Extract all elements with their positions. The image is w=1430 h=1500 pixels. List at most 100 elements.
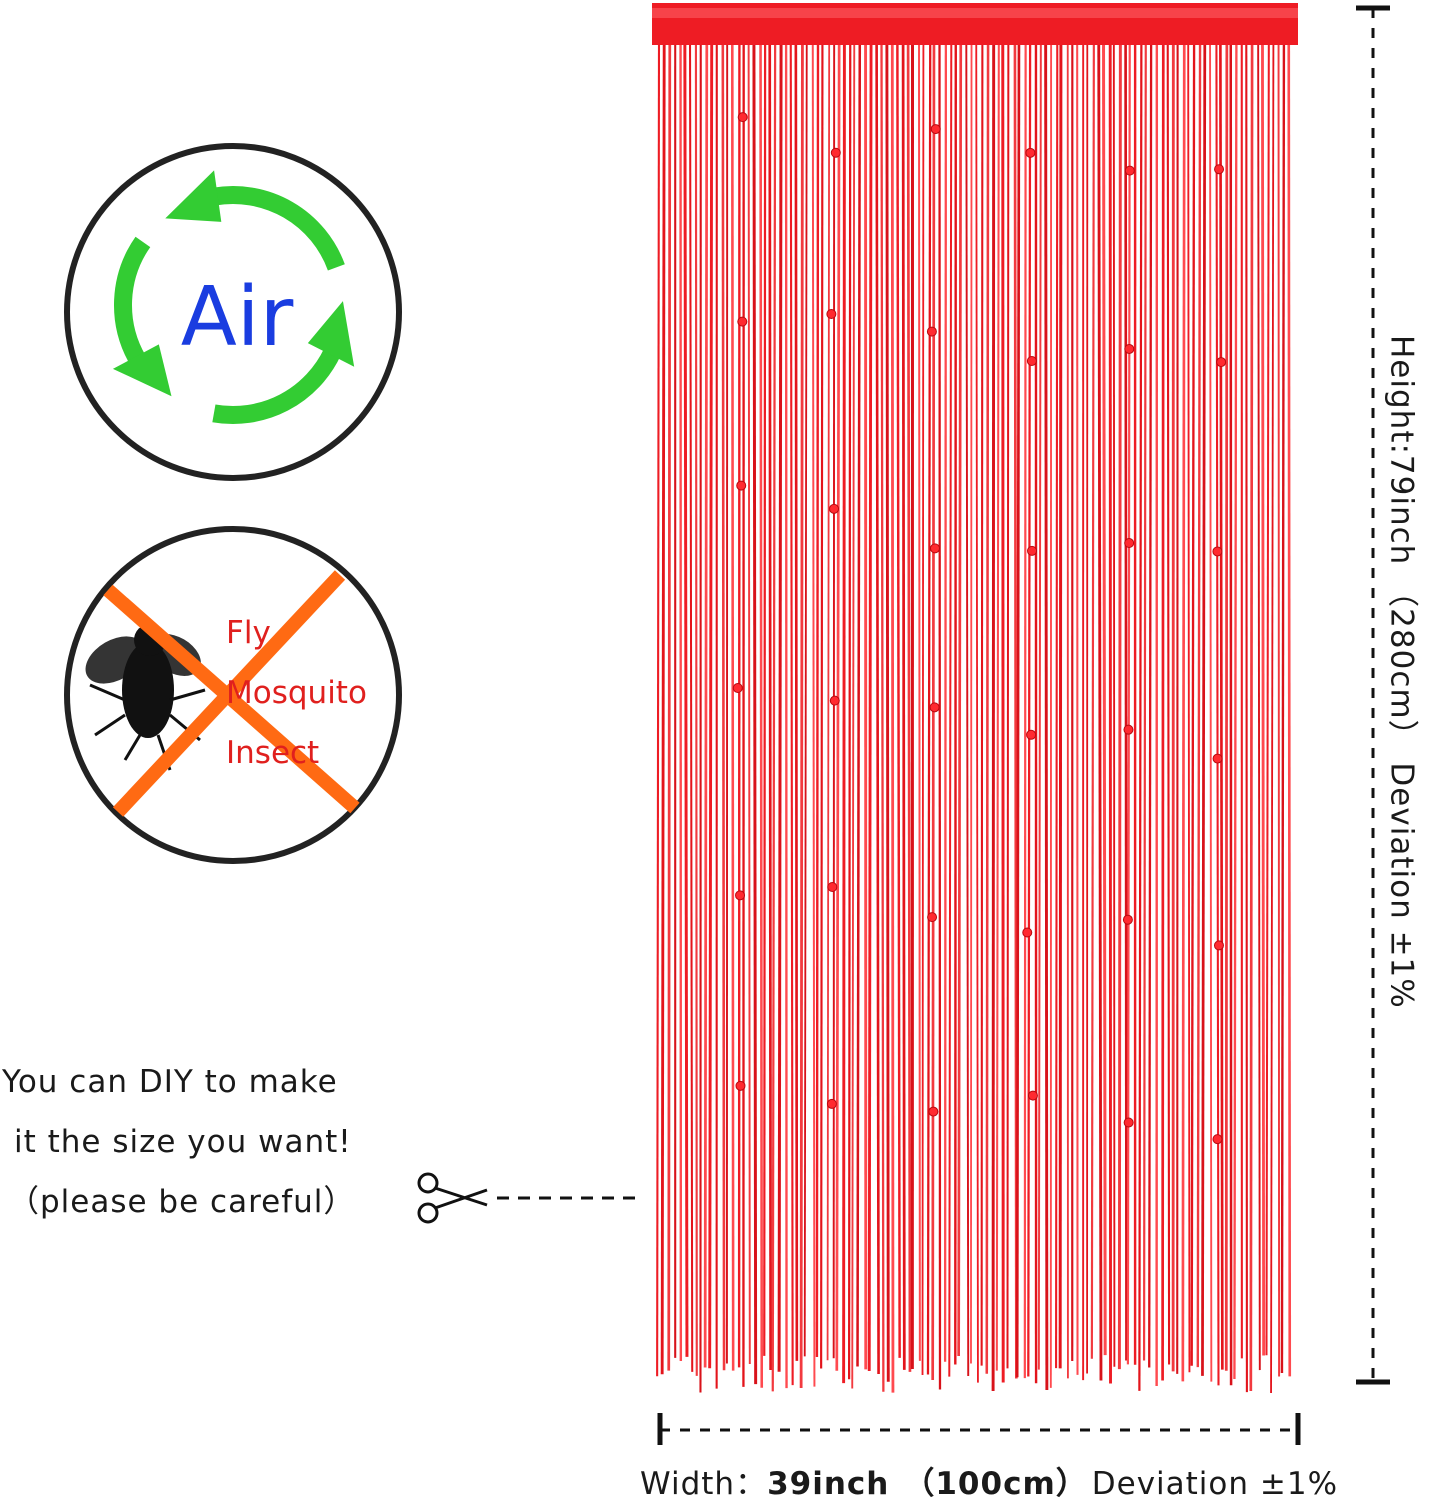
curtain-string bbox=[1126, 44, 1131, 1365]
curtain-string bbox=[995, 44, 1000, 1371]
curtain-bead bbox=[736, 480, 747, 491]
curtain-bead bbox=[1212, 753, 1223, 764]
curtain-string bbox=[1209, 44, 1213, 1382]
curtain-string bbox=[1161, 44, 1165, 1381]
curtain-string bbox=[1219, 44, 1225, 1370]
curtain-bead bbox=[737, 316, 748, 327]
curtain-string bbox=[867, 44, 873, 1372]
curtain-string bbox=[980, 44, 984, 1366]
curtain-string bbox=[1137, 44, 1143, 1391]
curtain-string bbox=[975, 44, 980, 1383]
arrow-arc bbox=[212, 347, 341, 424]
curtain-bead bbox=[1216, 357, 1227, 368]
curtain-bead bbox=[1124, 343, 1135, 354]
curtain-string bbox=[1287, 44, 1292, 1377]
curtain-string bbox=[1261, 44, 1266, 1356]
curtain-string bbox=[901, 44, 906, 1370]
curtain-bead bbox=[1124, 538, 1135, 549]
curtain-string bbox=[811, 44, 816, 1387]
curtain-bead bbox=[1123, 1117, 1134, 1128]
curtain-string bbox=[1117, 44, 1122, 1370]
curtain-string bbox=[1023, 44, 1027, 1379]
curtain-bead bbox=[1122, 914, 1133, 925]
curtain-string bbox=[847, 44, 852, 1380]
curtain-bead bbox=[735, 1080, 746, 1091]
curtain-string bbox=[956, 44, 963, 1357]
curtain-string bbox=[703, 44, 709, 1368]
curtain-bead bbox=[829, 503, 840, 514]
curtain-string bbox=[1001, 44, 1005, 1383]
curtain-string bbox=[850, 44, 856, 1389]
curtain-string bbox=[759, 44, 764, 1388]
curtain-bead bbox=[1026, 356, 1037, 367]
curtain-string bbox=[762, 44, 767, 1356]
curtain-string bbox=[921, 44, 925, 1376]
curtain-string bbox=[931, 44, 936, 1380]
curtain-bead bbox=[1022, 927, 1033, 938]
curtain-bead bbox=[1123, 724, 1134, 735]
curtain-string bbox=[1277, 44, 1281, 1377]
width-inches: 39inch bbox=[767, 1466, 889, 1500]
curtain-string bbox=[799, 44, 804, 1389]
height-label: Height:79inch （280cm） Deviation ±1% bbox=[1384, 335, 1420, 1009]
arrow-head bbox=[307, 301, 355, 367]
curtain-string bbox=[789, 44, 795, 1386]
curtain-string bbox=[1015, 44, 1021, 1378]
curtain-string bbox=[1215, 44, 1220, 1386]
curtain-strings bbox=[655, 44, 1292, 1393]
curtain-bead bbox=[1027, 1090, 1038, 1101]
curtain-string bbox=[667, 44, 672, 1371]
arrow-arc bbox=[114, 236, 151, 365]
curtain-bead bbox=[829, 695, 840, 706]
curtain-string bbox=[926, 44, 932, 1375]
curtain-string bbox=[1257, 44, 1262, 1371]
curtain-string bbox=[819, 44, 824, 1369]
curtain-string bbox=[985, 44, 990, 1374]
curtain-string bbox=[875, 44, 881, 1374]
curtain-string bbox=[1181, 44, 1186, 1382]
curtain-string bbox=[842, 44, 846, 1384]
curtain-bead bbox=[1214, 164, 1225, 175]
curtain-string bbox=[784, 44, 788, 1389]
curtain-string bbox=[991, 44, 996, 1392]
curtain-string bbox=[834, 44, 841, 1371]
curtain-string bbox=[1102, 44, 1107, 1356]
curtain-string bbox=[1037, 44, 1042, 1370]
curtain-string bbox=[938, 44, 942, 1390]
insect-item: Insect bbox=[226, 735, 319, 771]
curtain-string bbox=[885, 44, 890, 1382]
curtain-string bbox=[918, 44, 922, 1361]
curtain-string bbox=[1166, 44, 1171, 1365]
curtain-string bbox=[660, 44, 666, 1375]
curtain-string bbox=[815, 44, 820, 1357]
curtain-string bbox=[731, 44, 735, 1371]
curtain-bead bbox=[826, 309, 837, 320]
curtain-string bbox=[1124, 44, 1128, 1361]
insect-circle bbox=[64, 526, 402, 864]
curtain-string bbox=[954, 44, 957, 1365]
curtain-string bbox=[1142, 44, 1147, 1361]
curtain-string bbox=[1200, 44, 1207, 1376]
curtain-bead bbox=[927, 912, 938, 923]
curtain-string bbox=[969, 44, 973, 1364]
curtain-string bbox=[1058, 44, 1063, 1369]
curtain-string bbox=[1269, 44, 1275, 1393]
diy-line: it the size you want! bbox=[14, 1124, 352, 1160]
curtain-bead bbox=[1213, 940, 1224, 951]
curtain-string bbox=[1090, 44, 1095, 1359]
curtain-bead bbox=[737, 112, 748, 123]
curtain-string bbox=[1190, 44, 1196, 1366]
curtain-string bbox=[1232, 44, 1238, 1379]
curtain-string bbox=[1147, 44, 1153, 1368]
curtain-string bbox=[896, 44, 902, 1358]
curtain-bead bbox=[926, 326, 937, 337]
curtain-string bbox=[721, 44, 726, 1371]
fly-icon bbox=[85, 624, 206, 771]
air-arrows bbox=[112, 170, 355, 424]
width-cm: （100cm） bbox=[903, 1466, 1087, 1500]
curtain-string bbox=[683, 44, 689, 1357]
curtain-bead bbox=[830, 147, 841, 158]
curtain-string bbox=[707, 44, 714, 1369]
